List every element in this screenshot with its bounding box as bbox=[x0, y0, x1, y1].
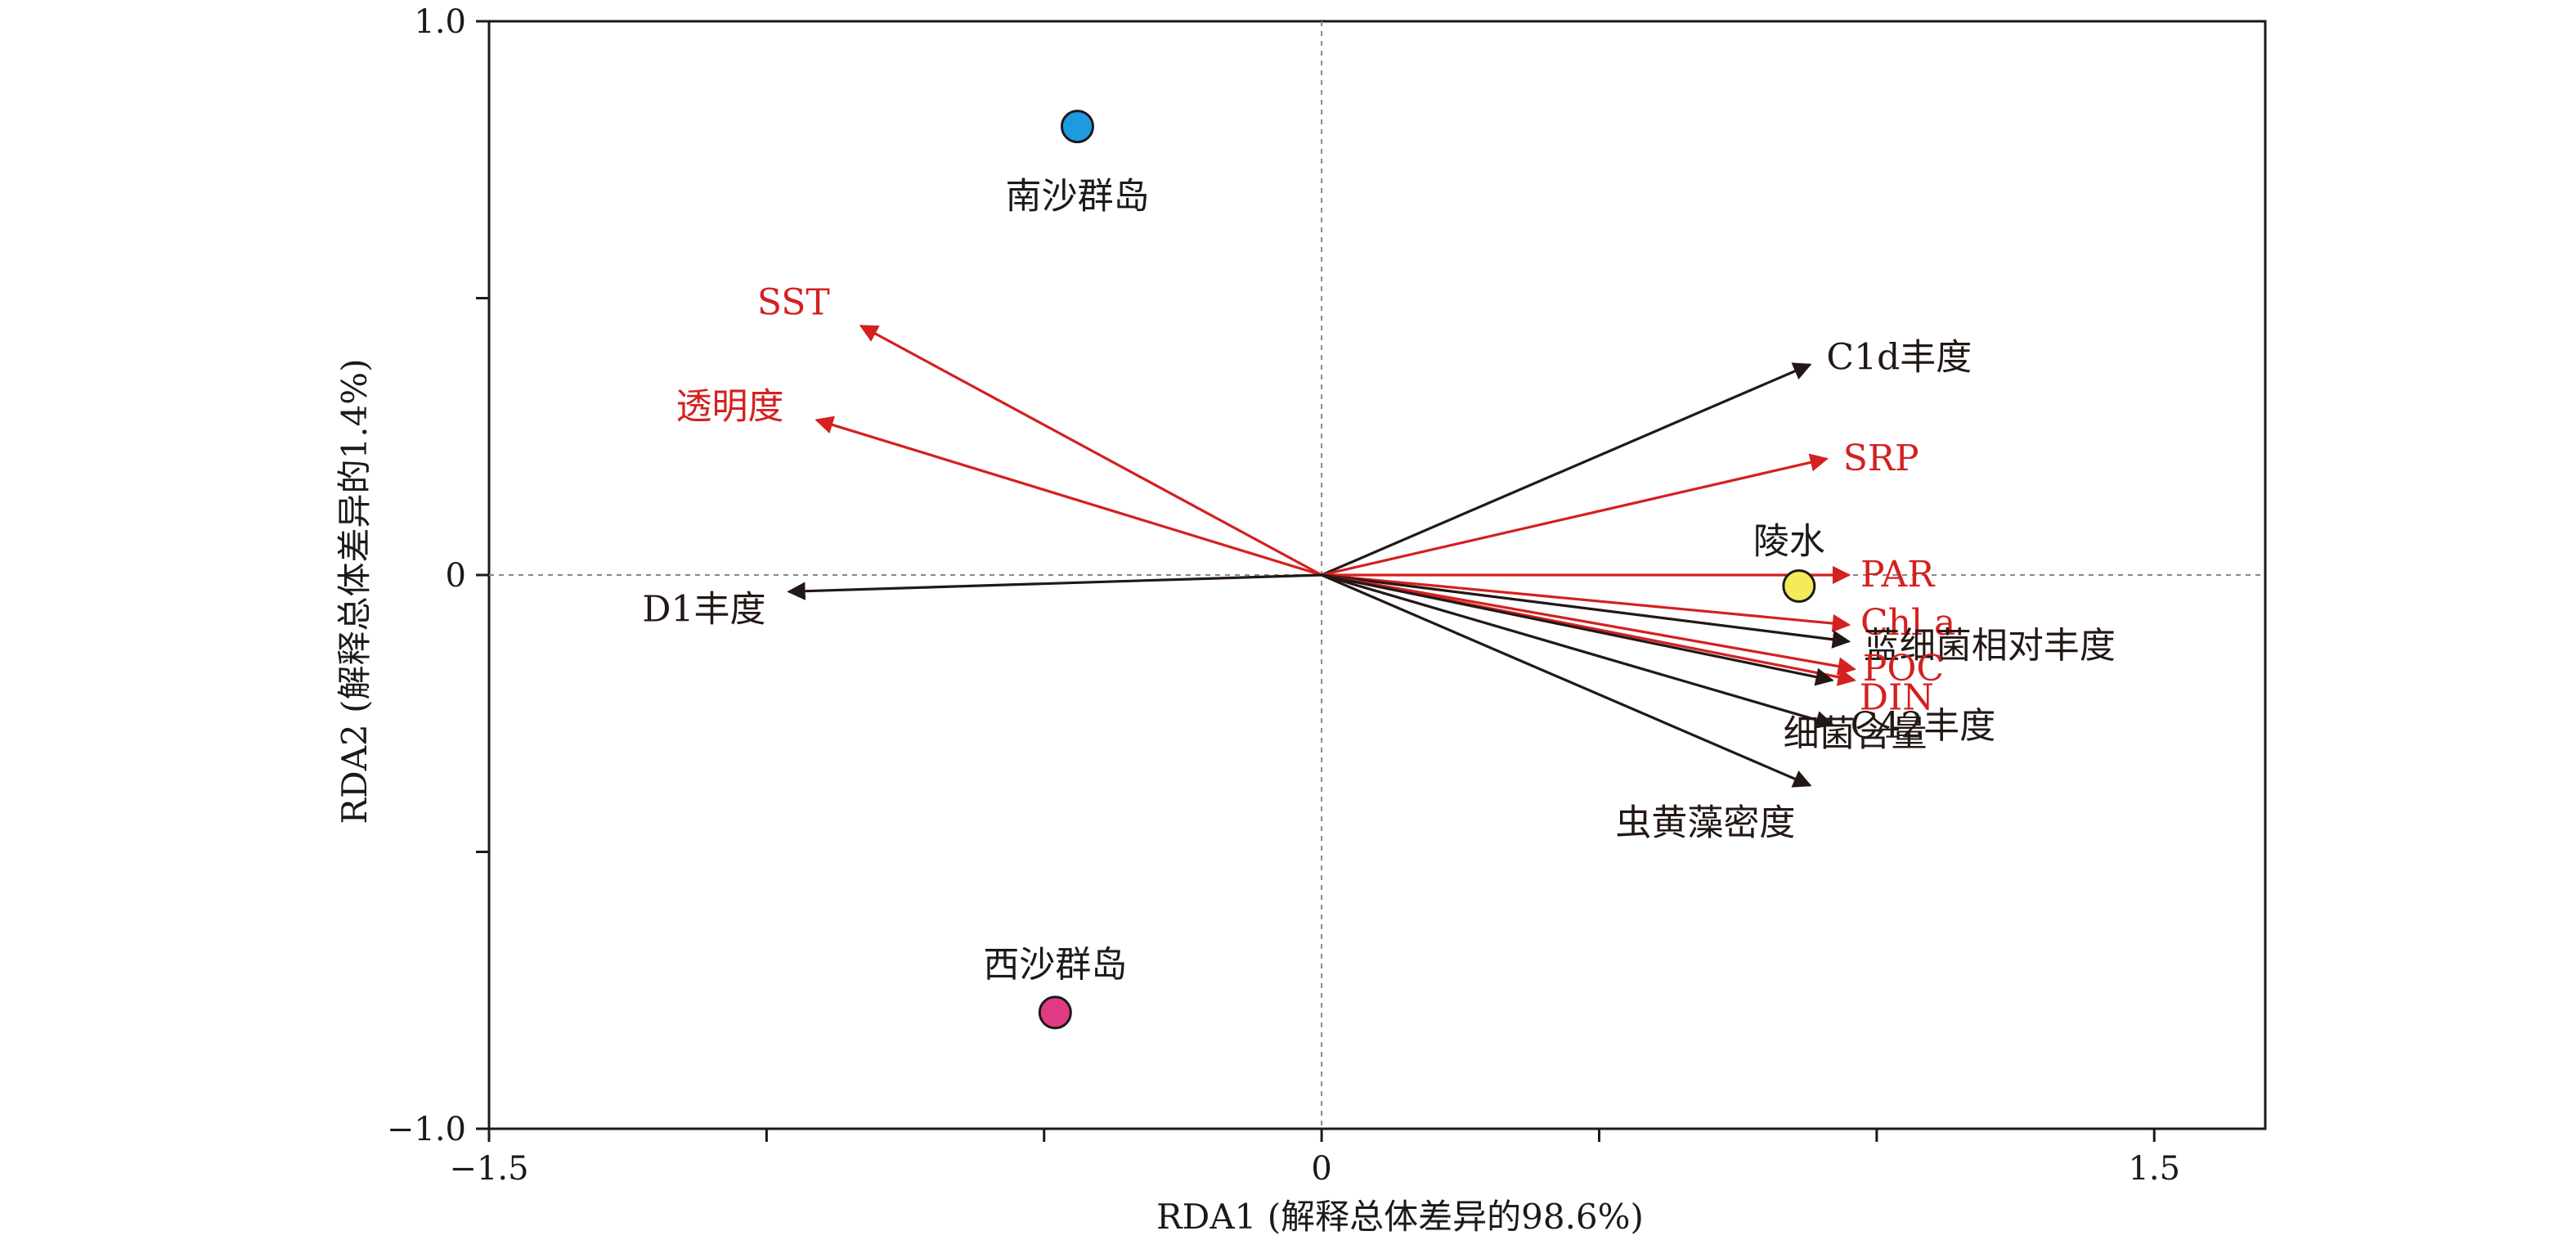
y-tick-label: −1.0 bbox=[387, 1111, 466, 1148]
vector-label: C1d丰度 bbox=[1826, 337, 1972, 379]
site-point bbox=[1782, 569, 1816, 604]
site-label: 南沙群岛 bbox=[1005, 176, 1149, 218]
vector-arrow bbox=[1321, 573, 1834, 729]
axis-tick-labels: −1.5 0 1.5 −1.0 0 1.0 bbox=[387, 3, 2180, 1188]
vector-label: POC bbox=[1863, 648, 1944, 690]
vector-arrow bbox=[1321, 573, 1856, 676]
vector-arrow bbox=[1321, 573, 1851, 633]
x-tick-label: 0 bbox=[1311, 1150, 1331, 1188]
y-axis-title: RDA2 (解释总体差异的1.4%) bbox=[334, 358, 375, 824]
x-tick-label: −1.5 bbox=[449, 1150, 528, 1188]
site-label: 西沙群岛 bbox=[983, 944, 1127, 986]
vector-label: 虫黄藻密度 bbox=[1615, 802, 1795, 843]
vector-arrow bbox=[1321, 573, 1812, 788]
vector-label: Chl a bbox=[1860, 602, 1955, 644]
vector-label: C42丰度 bbox=[1851, 705, 1996, 747]
vector-arrow bbox=[1321, 573, 1851, 649]
vector-arrow bbox=[1321, 362, 1812, 577]
vector-label: D1丰度 bbox=[642, 588, 765, 630]
vector-arrow bbox=[859, 324, 1322, 577]
vector-label: DIN bbox=[1860, 677, 1934, 719]
axis-ticks bbox=[476, 20, 2156, 1142]
vector-arrow bbox=[1321, 453, 1829, 577]
vector-arrow bbox=[815, 416, 1322, 577]
y-tick-label: 0 bbox=[446, 557, 466, 595]
environment-vectors: SST 透明度 D1丰度 C1d丰度 SRP PAR Chl a蓝细菌相对丰度POCDINC… bbox=[642, 281, 2116, 843]
y-tick-label: 1.0 bbox=[414, 3, 466, 41]
vector-arrow bbox=[787, 573, 1322, 600]
vector-label: SST bbox=[757, 281, 830, 323]
vector-label: 蓝细菌相对丰度 bbox=[1864, 625, 2116, 667]
vector-label: 细菌含量 bbox=[1784, 713, 1928, 755]
vector-label: SRP bbox=[1843, 438, 1919, 479]
site-point bbox=[1060, 110, 1094, 144]
vector-label: PAR bbox=[1860, 554, 1936, 595]
site-label: 陵水 bbox=[1753, 521, 1825, 563]
vector-arrow bbox=[1321, 573, 1834, 686]
x-axis-title: RDA1 (解释总体差异的98.6%) bbox=[1156, 1197, 1644, 1237]
vector-label: 透明度 bbox=[675, 385, 783, 427]
site-point bbox=[1038, 995, 1072, 1030]
x-tick-label: 1.5 bbox=[2128, 1150, 2180, 1188]
